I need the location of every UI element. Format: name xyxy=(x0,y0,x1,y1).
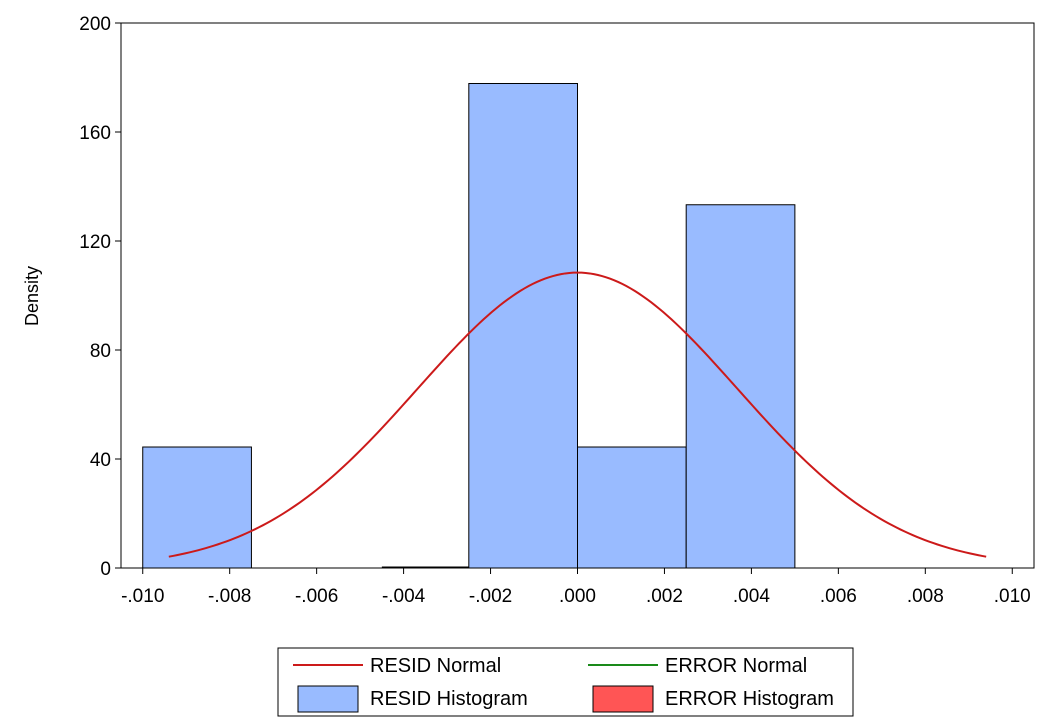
y-tick-label-5: 200 xyxy=(79,14,111,35)
x-tick-label-4: -.002 xyxy=(469,586,512,607)
y-tick-label-2: 80 xyxy=(90,341,111,362)
legend-label-error-normal: ERROR Normal xyxy=(665,655,807,677)
plot-area: 0 40 80 120 160 200 -.010 -.008 -.006 -.004 -.002.… xyxy=(79,14,1035,607)
x-tick-label-1: -.008 xyxy=(208,586,251,607)
y-axis-label: Density xyxy=(22,266,42,326)
x-tick-label-6: .002 xyxy=(646,586,683,607)
y-tick-label-4: 160 xyxy=(79,123,111,144)
x-tick-label-7: .004 xyxy=(733,586,770,607)
normal-curve-line xyxy=(168,271,987,558)
legend-box xyxy=(277,647,854,717)
legend-label-resid-histogram: RESID Histogram xyxy=(370,688,528,710)
y-tick-label-1: 40 xyxy=(90,450,111,471)
x-tick-label-3: -.004 xyxy=(382,586,426,607)
x-tick-label-9: .008 xyxy=(907,586,944,607)
histogram-bar-4 xyxy=(577,446,687,569)
histogram-bar-0 xyxy=(142,446,252,569)
x-tick-label-5: .000 xyxy=(559,586,596,607)
x-tick-label-10: .010 xyxy=(994,586,1031,607)
legend-label-error-histogram: ERROR Histogram xyxy=(665,688,834,710)
y-tick-label-0: 0 xyxy=(100,559,111,580)
y-tick-label-3: 120 xyxy=(79,232,111,253)
legend-swatch-resid-histogram xyxy=(297,685,359,713)
legend: RESID Normal ERROR Normal RESID Histogram E… xyxy=(277,647,854,717)
legend-swatch-error-histogram xyxy=(592,685,654,713)
legend-label-resid-normal: RESID Normal xyxy=(370,655,501,677)
x-tick-label-0: -.010 xyxy=(121,586,164,607)
histogram-bar-3 xyxy=(468,82,578,569)
x-tick-label-8: .006 xyxy=(820,586,857,607)
histogram-bar-5 xyxy=(685,204,796,569)
x-tick-label-2: -.006 xyxy=(295,586,338,607)
